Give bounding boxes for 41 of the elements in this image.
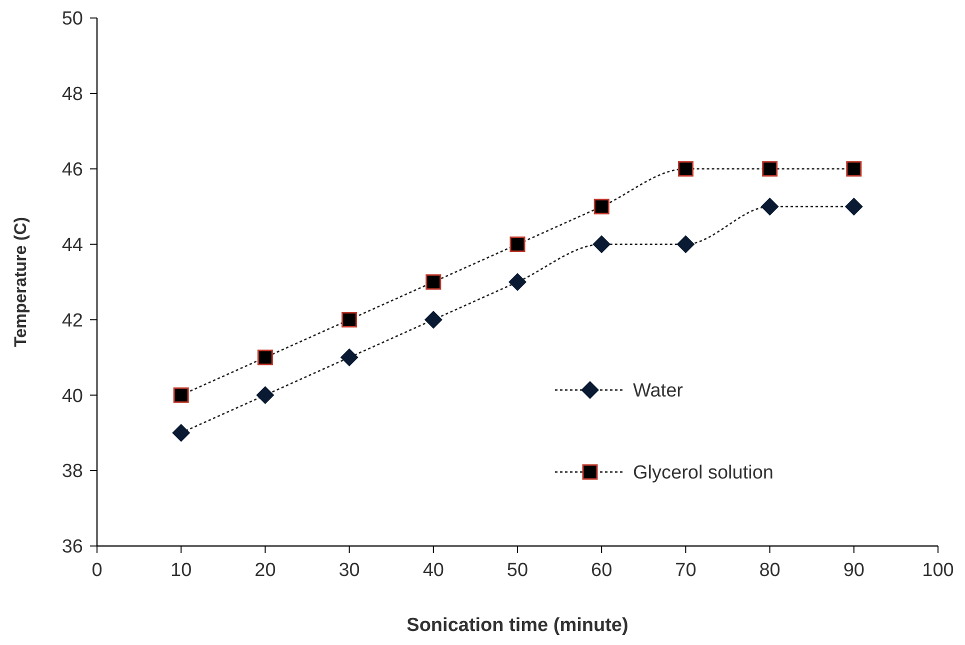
y-tick-label: 48: [62, 84, 83, 106]
y-tick-label: 38: [62, 461, 83, 482]
legend-label: Glycerol solution: [633, 462, 774, 484]
x-tick-label: 100: [922, 560, 954, 581]
point: [172, 424, 190, 442]
point: [844, 198, 863, 216]
x-tick-label: 30: [338, 560, 360, 581]
x-tick-label: 40: [422, 560, 444, 581]
point: [678, 161, 694, 177]
point: [257, 350, 273, 366]
y-axis-title: Temperature (C): [11, 216, 30, 348]
legend-label: Water: [633, 380, 684, 402]
point: [342, 312, 358, 328]
y-tick-label: 42: [62, 310, 83, 332]
point: [508, 273, 526, 291]
point: [846, 161, 862, 177]
point: [762, 161, 778, 177]
y-tick-label: 36: [62, 536, 83, 558]
y-tick-label: 50: [62, 8, 83, 30]
point: [256, 386, 274, 404]
point: [340, 348, 358, 366]
point: [426, 274, 442, 290]
x-tick-label: 60: [591, 560, 612, 581]
y-tick-label: 44: [62, 234, 84, 256]
point: [510, 236, 526, 252]
y-tick-label: 40: [62, 386, 83, 407]
point: [424, 310, 442, 329]
x-tick-label: 80: [759, 560, 780, 581]
point: [594, 198, 610, 214]
x-tick-label: 0: [92, 560, 102, 581]
point: [676, 235, 695, 254]
y-tick-label: 46: [62, 160, 83, 181]
x-axis-title: Sonication time (minute): [406, 615, 628, 636]
x-tick-label: 50: [506, 560, 528, 581]
point: [592, 235, 611, 254]
x-tick-label: 90: [843, 560, 864, 581]
point: [760, 198, 779, 216]
x-tick-label: 10: [170, 560, 192, 581]
x-tick-label: 70: [675, 560, 696, 581]
point: [173, 387, 189, 403]
x-tick-label: 20: [254, 560, 276, 581]
